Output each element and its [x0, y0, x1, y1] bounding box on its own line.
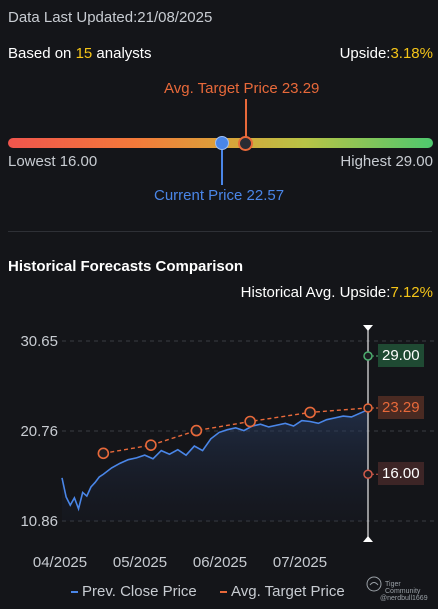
legend-target-label: Avg. Target Price: [231, 583, 345, 600]
highest-label: Highest 29.00: [340, 153, 433, 170]
forecast-marker-low: [363, 469, 373, 479]
avg-target-point: [97, 447, 110, 460]
legend-target-swatch: [220, 591, 227, 594]
historical-upside-value: 7.12%: [390, 284, 433, 301]
based-on-prefix: Based on: [8, 45, 72, 62]
last-updated-value: 21/08/2025: [137, 9, 213, 26]
current-price-marker: [215, 136, 229, 150]
x-tick-label: 07/2025: [273, 554, 327, 570]
avg-target-line: [103, 407, 369, 455]
y-tick-label: 30.65: [20, 333, 58, 350]
y-tick-label: 10.86: [20, 513, 58, 530]
avg-target-pin-line: [245, 99, 247, 137]
analyst-count: 15: [75, 45, 93, 62]
avg-target-point: [190, 424, 203, 437]
watermark-brand: Tiger Community: [385, 581, 421, 595]
section-title: Historical Forecasts Comparison: [8, 258, 244, 275]
close-price-line: [61, 408, 369, 512]
historical-upside: Historical Avg. Upside:7.12%: [241, 284, 433, 301]
section-divider: [8, 231, 432, 232]
legend-target[interactable]: Avg. Target Price: [220, 583, 345, 600]
y-tick-label: 20.76: [20, 423, 58, 440]
x-tick-label: 04/2025: [33, 554, 87, 570]
legend-close-swatch: [71, 591, 78, 594]
avg-target-point: [145, 439, 157, 451]
analyst-count-line: Based on 15 analysts: [8, 45, 151, 62]
upside-value: 3.18%: [390, 45, 433, 62]
high-forecast-tag: 29.00: [378, 344, 424, 367]
current-price-pin-line: [221, 150, 223, 185]
last-updated-label: Data Last Updated:: [8, 9, 138, 26]
lowest-label: Lowest 16.00: [8, 153, 98, 170]
current-price-label: Current Price 22.57: [154, 187, 285, 204]
avg-target-point: [304, 406, 316, 419]
legend-close-label: Prev. Close Price: [82, 583, 197, 600]
avg-forecast-tag: 23.29: [378, 395, 424, 419]
forecast-marker-high: [363, 351, 373, 361]
close-price-area: [62, 409, 368, 521]
range-bottom-triangle: [363, 536, 373, 542]
low-forecast-tag: 16.00: [378, 462, 424, 486]
forecast-marker-avg: [363, 403, 373, 413]
last-updated: Data Last Updated:21/08/2025: [8, 9, 212, 26]
tiger-logo-icon: [366, 576, 382, 592]
legend-close[interactable]: Prev. Close Price: [71, 583, 197, 600]
upside-label: Upside:: [339, 45, 391, 62]
based-on-suffix: analysts: [96, 45, 152, 62]
avg-target-marker: [238, 136, 253, 151]
avg-target-label: Avg. Target Price 23.29: [164, 80, 320, 97]
watermark-user: @nerdbull1669: [380, 595, 428, 602]
x-tick-label: 05/2025: [113, 554, 167, 570]
range-top-triangle: [363, 325, 373, 331]
upside-line: Upside:3.18%: [340, 45, 433, 62]
forecast-chart: 30.65 20.76 10.86 04/2025 05/2025 06/2025 07/2…: [20, 325, 438, 570]
avg-target-point: [244, 415, 256, 428]
x-tick-label: 06/2025: [193, 554, 247, 570]
historical-upside-label: Historical Avg. Upside:: [240, 284, 391, 301]
